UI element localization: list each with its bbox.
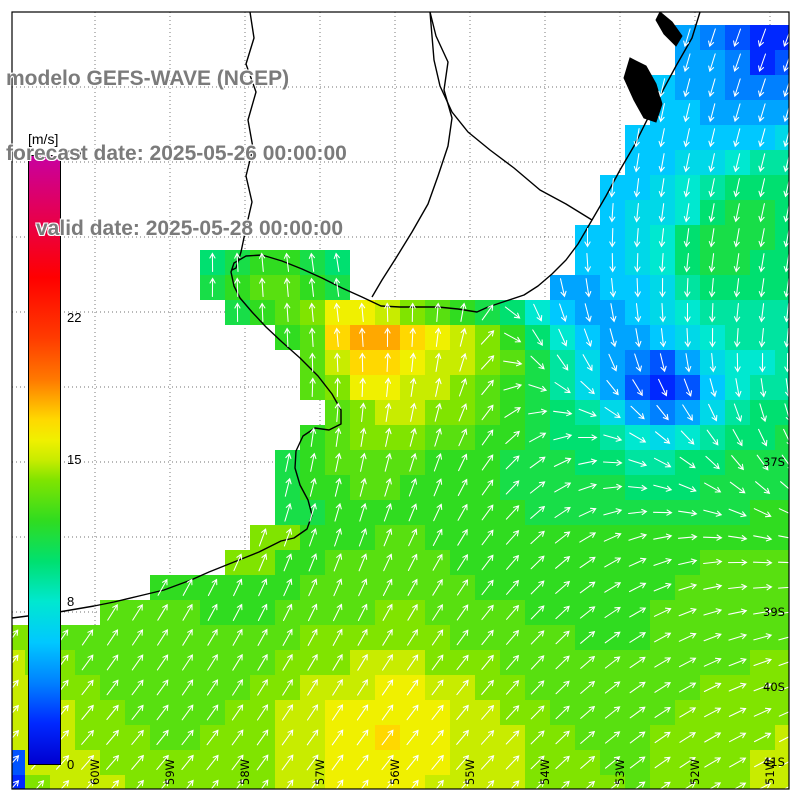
colorbar: [m/s] 30 22 15 8 0 bbox=[28, 131, 81, 772]
longitude-tick-label: 53W bbox=[613, 759, 627, 785]
coastline bbox=[12, 12, 701, 619]
colorbar-tick-label: 0 bbox=[67, 757, 75, 772]
colorbar-tick-label: 15 bbox=[67, 452, 82, 467]
forecast-date: forecast date: 2025-05-26 00:00:00 bbox=[6, 142, 347, 165]
latitude-tick-label: 37S bbox=[763, 455, 785, 469]
colorbar-tick-label: 30 bbox=[67, 147, 82, 162]
longitude-tick-label: 52W bbox=[688, 759, 702, 785]
longitude-tick-label: 59W bbox=[163, 759, 177, 785]
latitude-tick-label: 39S bbox=[763, 605, 785, 619]
colorbar-unit-label: [m/s] bbox=[28, 131, 59, 147]
longitude-tick-label: 55W bbox=[463, 759, 477, 785]
longitude-tick-label: 56W bbox=[388, 759, 402, 785]
latitude-labels: 37S 39S 40S 41S bbox=[763, 455, 785, 769]
colorbar-tick-label: 22 bbox=[67, 309, 82, 325]
valid-date: valid date: 2025-05-28 00:00:00 bbox=[36, 217, 344, 240]
colorbar-tick-label: 8 bbox=[67, 594, 75, 610]
lagoons bbox=[623, 12, 683, 123]
map-frame bbox=[11, 11, 790, 790]
model-title: modelo GEFS-WAVE (NCEP) bbox=[6, 67, 290, 90]
title-block: modelo GEFS-WAVE (NCEP) forecast date: 2… bbox=[6, 16, 347, 291]
longitude-tick-label: 60W bbox=[88, 759, 102, 785]
wind-direction-arrows bbox=[12, 28, 789, 789]
longitude-labels: 60W 59W 58W 57W 56W 55W 54W 53W 52W 51W bbox=[88, 759, 777, 785]
longitude-tick-label: 54W bbox=[538, 759, 552, 785]
longitude-tick-label: 58W bbox=[238, 759, 252, 785]
latitude-tick-label: 40S bbox=[763, 680, 785, 694]
longitude-tick-label: 51W bbox=[763, 759, 777, 785]
latitude-tick-label: 41S bbox=[763, 755, 785, 769]
longitude-tick-label: 57W bbox=[313, 759, 327, 785]
colorbar-gradient bbox=[28, 155, 61, 765]
